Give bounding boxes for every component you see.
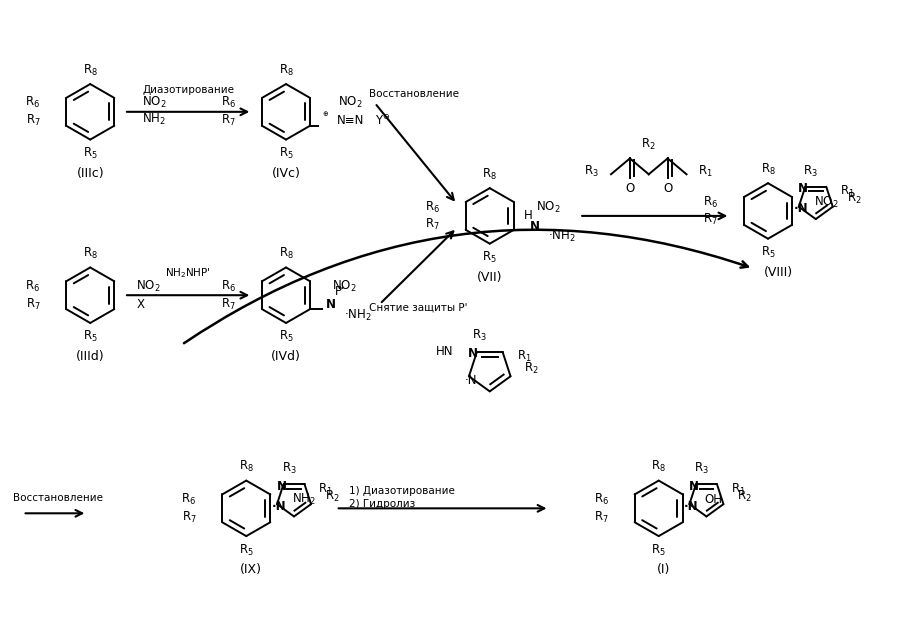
Text: NO$_2$: NO$_2$ — [136, 279, 161, 294]
Text: R$_5$: R$_5$ — [239, 543, 254, 558]
Text: N: N — [277, 480, 287, 493]
Text: (IX): (IX) — [240, 564, 263, 576]
Text: HN: HN — [435, 346, 453, 358]
Text: R$_7$: R$_7$ — [25, 113, 40, 128]
Text: Снятие защиты P': Снятие защиты P' — [369, 302, 467, 312]
Text: ·N: ·N — [271, 500, 286, 512]
Text: R$_5$: R$_5$ — [83, 329, 98, 344]
Text: R$_8$: R$_8$ — [279, 63, 293, 78]
Text: R$_3$: R$_3$ — [472, 328, 487, 343]
Text: R$_1$: R$_1$ — [318, 482, 334, 497]
Text: R$_8$: R$_8$ — [279, 246, 293, 261]
Text: R$_8$: R$_8$ — [239, 459, 254, 474]
Text: H: H — [524, 210, 532, 222]
Text: R$_6$: R$_6$ — [593, 492, 609, 507]
Text: R$_2$: R$_2$ — [847, 191, 861, 206]
Text: ·N: ·N — [684, 500, 699, 512]
Text: R$_2$: R$_2$ — [641, 137, 656, 152]
Text: R$_6$: R$_6$ — [703, 194, 718, 210]
Text: R$_2$: R$_2$ — [524, 361, 539, 376]
Text: R$_7$: R$_7$ — [221, 296, 236, 312]
Text: (IIIc): (IIIc) — [76, 167, 104, 180]
Text: R$_7$: R$_7$ — [25, 296, 40, 312]
Text: N≡N: N≡N — [337, 114, 364, 127]
Text: 2) Гидролиз: 2) Гидролиз — [349, 500, 414, 509]
Text: R$_8$: R$_8$ — [761, 162, 776, 177]
Text: R$_3$: R$_3$ — [281, 461, 297, 477]
Text: NH$_2$: NH$_2$ — [142, 112, 166, 127]
Text: R$_1$: R$_1$ — [841, 184, 855, 199]
Text: N: N — [798, 182, 808, 196]
Text: NO$_2$: NO$_2$ — [814, 194, 839, 210]
Text: R$_5$: R$_5$ — [761, 245, 776, 260]
Text: NH$_2$: NH$_2$ — [292, 492, 316, 507]
Text: NO$_2$: NO$_2$ — [338, 95, 362, 111]
Text: R$_1$: R$_1$ — [699, 164, 713, 179]
Text: (I): (I) — [657, 564, 671, 576]
Text: NO$_2$: NO$_2$ — [142, 95, 166, 111]
Text: R$_6$: R$_6$ — [221, 95, 236, 111]
Text: R$_6$: R$_6$ — [182, 492, 196, 507]
Text: (IVc): (IVc) — [271, 167, 300, 180]
Text: R$_5$: R$_5$ — [83, 146, 98, 161]
Text: R$_8$: R$_8$ — [83, 246, 98, 261]
Text: (IIId): (IIId) — [76, 350, 104, 363]
Text: R$_7$: R$_7$ — [425, 217, 440, 233]
Text: R$_7$: R$_7$ — [703, 212, 718, 227]
Text: N: N — [467, 348, 478, 360]
Text: R$_8$: R$_8$ — [482, 167, 497, 182]
Text: O: O — [625, 181, 635, 195]
Text: R$_5$: R$_5$ — [483, 250, 497, 265]
Text: R$_6$: R$_6$ — [221, 279, 236, 294]
Text: R$_7$: R$_7$ — [594, 510, 609, 525]
Text: Восстановление: Восстановление — [369, 89, 458, 99]
Text: Восстановление: Восстановление — [13, 493, 102, 504]
Text: $^{\oplus}$: $^{\oplus}$ — [322, 111, 329, 121]
Text: R$_5$: R$_5$ — [651, 543, 666, 558]
Text: NO$_2$: NO$_2$ — [332, 279, 357, 294]
Text: (IVd): (IVd) — [271, 350, 301, 363]
Text: R$_5$: R$_5$ — [279, 329, 293, 344]
Text: R$_2$: R$_2$ — [325, 489, 340, 504]
Text: R$_1$: R$_1$ — [731, 482, 745, 497]
Text: NH$_2$NHP': NH$_2$NHP' — [165, 266, 211, 281]
Text: R$_3$: R$_3$ — [804, 164, 818, 179]
Text: R$_2$: R$_2$ — [737, 489, 752, 504]
Text: (VIII): (VIII) — [763, 266, 793, 279]
Text: R$_6$: R$_6$ — [25, 95, 40, 111]
Text: R$_8$: R$_8$ — [83, 63, 98, 78]
Text: R$_3$: R$_3$ — [694, 461, 709, 477]
Text: NO$_2$: NO$_2$ — [536, 199, 560, 215]
Text: R$_1$: R$_1$ — [517, 350, 531, 364]
Text: X: X — [136, 298, 144, 311]
Text: R$_7$: R$_7$ — [182, 510, 196, 525]
Text: ·NH$_2$: ·NH$_2$ — [547, 229, 575, 244]
Text: R$_5$: R$_5$ — [279, 146, 293, 161]
Text: Y$^{\ominus}$: Y$^{\ominus}$ — [375, 114, 390, 128]
Text: R$_8$: R$_8$ — [651, 459, 666, 474]
Text: ·NH$_2$: ·NH$_2$ — [344, 307, 371, 323]
Text: R$_6$: R$_6$ — [424, 199, 440, 215]
Text: N: N — [689, 480, 699, 493]
Text: P': P' — [335, 285, 345, 298]
Text: OH: OH — [705, 493, 723, 506]
Text: R$_7$: R$_7$ — [221, 113, 236, 128]
Text: Диазотирование: Диазотирование — [142, 85, 234, 95]
Text: 1) Диазотирование: 1) Диазотирование — [349, 486, 455, 495]
Text: R$_3$: R$_3$ — [584, 164, 599, 179]
Text: ·N: ·N — [465, 374, 477, 387]
Text: R$_6$: R$_6$ — [25, 279, 40, 294]
Text: ·N: ·N — [794, 202, 808, 215]
Text: O: O — [663, 181, 672, 195]
Text: N: N — [326, 298, 336, 311]
Text: N: N — [530, 220, 539, 233]
Text: (VII): (VII) — [477, 271, 503, 284]
